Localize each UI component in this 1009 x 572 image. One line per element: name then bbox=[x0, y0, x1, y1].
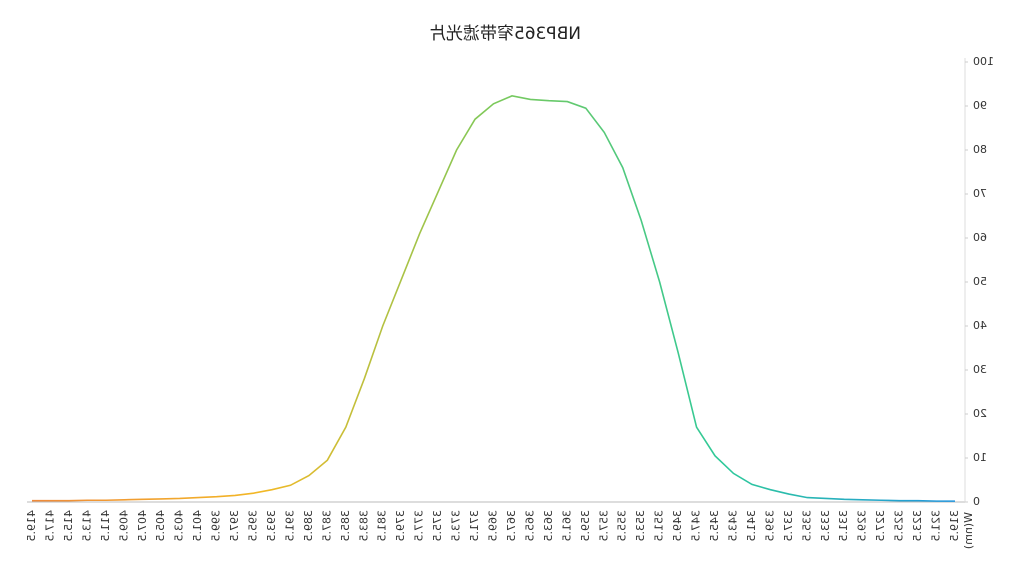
x-tick-label: 361.5 bbox=[560, 510, 573, 542]
x-axis-label: W(nm) bbox=[962, 512, 975, 549]
x-tick-label: 327.5 bbox=[874, 510, 887, 542]
x-tick-label: 365.5 bbox=[523, 510, 536, 542]
y-tick-label: 0 bbox=[973, 495, 980, 508]
x-tick-label: 381.5 bbox=[376, 510, 389, 542]
x-tick-label: 417.5 bbox=[43, 510, 56, 542]
x-tick-label: 389.5 bbox=[302, 510, 315, 542]
x-tick-label: 349.5 bbox=[671, 510, 684, 542]
x-tick-label: 373.5 bbox=[450, 510, 463, 542]
y-tick-label: 40 bbox=[973, 319, 987, 332]
x-tick-label: 347.5 bbox=[690, 510, 703, 542]
x-tick-label: 337.5 bbox=[782, 510, 795, 542]
y-tick-label: 20 bbox=[973, 407, 987, 420]
y-tick-label: 70 bbox=[973, 187, 987, 200]
x-tick-label: 339.5 bbox=[763, 510, 776, 542]
x-tick-label: 409.5 bbox=[117, 510, 130, 542]
y-tick-label: 30 bbox=[973, 363, 987, 376]
x-tick-label: 393.5 bbox=[265, 510, 278, 542]
x-tick-label: 405.5 bbox=[154, 510, 167, 542]
x-tick-label: 335.5 bbox=[800, 510, 813, 542]
x-tick-label: 369.5 bbox=[487, 510, 500, 542]
x-tick-label: 343.5 bbox=[726, 510, 739, 542]
x-tick-label: 323.5 bbox=[911, 510, 924, 542]
x-tick-label: 403.5 bbox=[173, 510, 186, 542]
y-tick-label: 100 bbox=[973, 55, 994, 68]
y-tick-label: 60 bbox=[973, 231, 987, 244]
y-tick-label: 50 bbox=[973, 275, 987, 288]
x-tick-label: 353.5 bbox=[634, 510, 647, 542]
x-tick-label: 325.5 bbox=[893, 510, 906, 542]
x-tick-label: 401.5 bbox=[191, 510, 204, 542]
x-tick-label: 399.5 bbox=[210, 510, 223, 542]
x-tick-label: 375.5 bbox=[431, 510, 444, 542]
x-tick-label: 341.5 bbox=[745, 510, 758, 542]
y-tick-label: 90 bbox=[973, 99, 987, 112]
x-tick-label: 387.5 bbox=[320, 510, 333, 542]
x-tick-label: 357.5 bbox=[597, 510, 610, 542]
x-tick-label: 383.5 bbox=[357, 510, 370, 542]
x-tick-label: 397.5 bbox=[228, 510, 241, 542]
x-tick-label: 367.5 bbox=[505, 510, 518, 542]
x-tick-label: 363.5 bbox=[542, 510, 555, 542]
x-tick-label: 331.5 bbox=[837, 510, 850, 542]
x-tick-label: 371.5 bbox=[468, 510, 481, 542]
x-tick-label: 391.5 bbox=[283, 510, 296, 542]
x-tick-label: 359.5 bbox=[579, 510, 592, 542]
x-tick-label: 333.5 bbox=[819, 510, 832, 542]
x-tick-label: 411.5 bbox=[99, 510, 112, 542]
x-tick-label: 395.5 bbox=[247, 510, 260, 542]
x-tick-label: 345.5 bbox=[708, 510, 721, 542]
chart-title: NBP365窄带滤光片 bbox=[429, 24, 581, 44]
x-tick-label: 329.5 bbox=[856, 510, 869, 542]
x-tick-label: 379.5 bbox=[394, 510, 407, 542]
x-tick-label: 415.5 bbox=[62, 510, 75, 542]
x-tick-label: 385.5 bbox=[339, 510, 352, 542]
x-tick-label: 355.5 bbox=[616, 510, 629, 542]
x-tick-label: 319.5 bbox=[948, 510, 961, 542]
y-tick-label: 80 bbox=[973, 143, 987, 156]
x-tick-label: 351.5 bbox=[653, 510, 666, 542]
x-tick-label: 377.5 bbox=[413, 510, 426, 542]
x-tick-label: 321.5 bbox=[930, 510, 943, 542]
y-tick-label: 10 bbox=[973, 451, 987, 464]
data-line bbox=[32, 95, 955, 502]
x-tick-label: 419.5 bbox=[25, 510, 38, 542]
x-tick-label: 407.5 bbox=[136, 510, 149, 542]
x-tick-label: 413.5 bbox=[80, 510, 93, 542]
